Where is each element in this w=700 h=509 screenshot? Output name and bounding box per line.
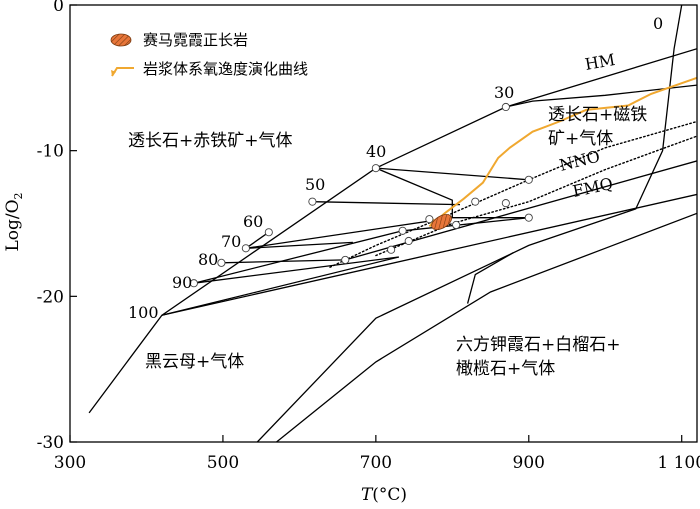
field-label-upper-right-line2: 矿+气体	[548, 129, 613, 149]
field-label-lower-right-line2: 橄榄石+气体	[456, 359, 555, 379]
field-labels: 透长石+赤铁矿+气体 透长石+磁铁 矿+气体 黑云母+气体 六方钾霞石+白榴石+…	[128, 105, 647, 379]
data-point-marker	[217, 258, 226, 267]
y-axis-title-main: Log/O	[3, 199, 23, 251]
legend-sample-symbol	[110, 33, 132, 47]
phase-boundary-line	[466, 252, 514, 304]
phase-boundary-line	[161, 193, 697, 316]
y-axis-title-sub: 2	[12, 192, 25, 199]
buffer-label-hm: HM	[583, 50, 616, 74]
x-tick-label: 700	[360, 453, 392, 473]
curve-label-70: 70	[221, 232, 241, 251]
data-point-marker	[501, 102, 510, 112]
x-axis-title-unit: (°C)	[372, 485, 407, 505]
legend-evolution-label: 岩浆体系氧逸度演化曲线	[143, 60, 308, 78]
data-point-marker	[471, 197, 480, 206]
buffer-line-nno	[329, 120, 697, 268]
sample-field	[431, 214, 452, 231]
x-tick-label: 1 100	[657, 453, 700, 473]
water-curve-0	[256, 5, 683, 442]
data-point-marker	[264, 228, 273, 237]
x-tick-label: 900	[513, 453, 545, 473]
water-curve-100	[161, 256, 399, 316]
curve-label-80: 80	[198, 250, 218, 269]
phase-boundary-line	[375, 167, 453, 218]
x-axis-title: T(°C)	[361, 485, 407, 505]
water-curve-80	[221, 259, 346, 264]
curve-label-40: 40	[366, 142, 386, 161]
y-tick-label: -30	[37, 433, 64, 453]
field-label-upper-right-line1: 透长石+磁铁	[548, 105, 647, 125]
x-tick-label: 300	[54, 453, 86, 473]
data-point-marker	[524, 175, 533, 184]
field-label-lower-left: 黑云母+气体	[145, 352, 244, 372]
data-point-marker	[398, 226, 407, 235]
water-curve-90	[193, 256, 399, 284]
data-point-marker	[189, 279, 198, 288]
buffer-label-nno: NNO	[557, 146, 601, 174]
plot-frame	[69, 4, 698, 443]
legend-sample-label: 赛马霓霞正长岩	[143, 31, 248, 49]
legend-evolution-arrowhead	[111, 70, 116, 76]
data-point-marker	[308, 197, 317, 206]
data-point-marker	[341, 255, 350, 264]
y-tick-label: -10	[37, 142, 64, 162]
data-point-marker	[501, 199, 510, 208]
water-curve-70	[245, 241, 353, 249]
water-curve-40	[375, 167, 529, 181]
x-axis-title-var: T	[361, 485, 374, 505]
data-point-marker	[404, 236, 413, 246]
data-point-marker	[425, 215, 434, 224]
data-point-marker	[371, 164, 380, 173]
water-curve-30	[505, 84, 697, 108]
phase-boundary-line	[276, 212, 697, 442]
y-tick-label: -20	[37, 287, 64, 307]
curve-label-90: 90	[172, 273, 192, 292]
phase-boundary-line	[345, 160, 697, 261]
data-point-marker	[524, 213, 533, 222]
plot-markers	[189, 102, 533, 288]
evolution-curve-line	[428, 76, 697, 228]
curve-label-30: 30	[494, 83, 514, 102]
water-curve-50	[312, 201, 461, 206]
water-curve-60	[245, 231, 270, 249]
curve-label-0: 0	[653, 14, 663, 33]
y-axis-title: Log/O2	[3, 192, 25, 251]
data-point-marker	[452, 220, 461, 230]
y-tick-label: 0	[53, 0, 64, 16]
phase-boundary-line	[245, 217, 529, 249]
buffer-line-fmq	[375, 135, 697, 257]
field-label-upper-left: 透长石+赤铁矿+气体	[128, 131, 293, 151]
legend: 赛马霓霞正长岩 岩浆体系氧逸度演化曲线	[110, 31, 308, 78]
data-point-marker	[387, 245, 396, 254]
curve-label-50: 50	[305, 175, 325, 194]
curve-label-60: 60	[243, 212, 263, 231]
field-label-lower-right-line1: 六方钾霞石+白榴石+	[456, 335, 621, 355]
x-tick-label: 500	[207, 453, 239, 473]
buffer-label-fmq: FMQ	[571, 174, 615, 201]
curve-label-100: 100	[128, 303, 159, 322]
data-point-marker	[241, 244, 250, 253]
